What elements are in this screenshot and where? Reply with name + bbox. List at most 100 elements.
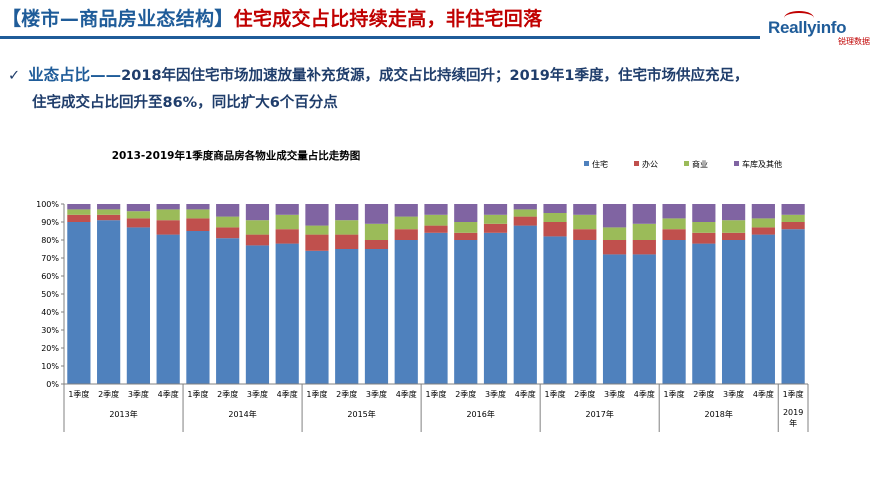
bar-segment: [781, 222, 805, 230]
bar-segment: [216, 227, 240, 239]
group-label: 2017年: [586, 409, 614, 419]
bar-segment: [454, 240, 478, 384]
x-tick-label: 3季度: [247, 389, 268, 399]
x-tick-label: 1季度: [664, 389, 685, 399]
bar-segment: [751, 204, 775, 219]
x-tick-label: 4季度: [634, 389, 655, 399]
bar-segment: [156, 209, 180, 221]
header: 【楼市—商品房业态结构】住宅成交占比持续走高，非住宅回落 Reallyinfo …: [0, 0, 876, 46]
x-tick-label: 2季度: [336, 389, 357, 399]
x-tick-label: 3季度: [723, 389, 744, 399]
bar-segment: [573, 214, 597, 230]
bar-segment: [751, 218, 775, 228]
bar-segment: [721, 220, 746, 233]
group-label: 2014年: [228, 409, 256, 419]
bar-segment: [156, 220, 180, 235]
bar-segment: [692, 232, 716, 244]
bar-segment: [275, 214, 299, 230]
bar-segment: [364, 249, 389, 384]
bar-segment: [662, 229, 686, 240]
bar-segment: [573, 229, 597, 240]
x-tick-label: 1季度: [68, 389, 89, 399]
x-tick-label: 1季度: [544, 389, 565, 399]
bar-segment: [513, 216, 537, 226]
legend-swatch: [684, 161, 689, 166]
bar-segment: [573, 240, 597, 384]
title-divider: [0, 36, 760, 39]
bar-segment: [662, 240, 686, 384]
x-tick-label: 4季度: [515, 389, 536, 399]
legend-label: 办公: [642, 159, 658, 169]
y-tick-label: 100%: [36, 200, 59, 209]
bar-segment: [394, 240, 418, 384]
logo-swoosh-icon: [784, 11, 814, 25]
bar-segment: [483, 223, 508, 233]
x-tick-label: 3季度: [366, 389, 387, 399]
bar-segment: [97, 214, 121, 221]
bar-segment: [692, 222, 716, 233]
bar-segment: [97, 220, 121, 384]
bar-segment: [364, 204, 389, 224]
bar-segment: [751, 234, 775, 384]
bar-segment: [126, 204, 151, 212]
x-tick-label: 3季度: [485, 389, 506, 399]
y-tick-label: 90%: [41, 218, 59, 227]
title-headline: 住宅成交占比持续走高，非住宅回落: [233, 8, 543, 30]
bar-segment: [156, 234, 180, 384]
bar-segment: [781, 229, 805, 384]
logo-brand-text: Reallyinfo: [768, 18, 847, 37]
x-tick-label: 2季度: [693, 389, 714, 399]
bar-segment: [126, 227, 151, 384]
summary-bullet: ✓ 业态占比——2018年因住宅市场加速放量补充货源，成交占比持续回升；2019年…: [8, 62, 868, 117]
bar-segment: [602, 204, 627, 228]
x-tick-label: 2季度: [455, 389, 476, 399]
brand-logo: Reallyinfo 锐理数据: [768, 11, 874, 46]
bar-segment: [632, 204, 656, 224]
legend-swatch: [734, 161, 739, 166]
legend-swatch: [584, 161, 589, 166]
bar-segment: [424, 214, 448, 226]
bar-segment: [454, 204, 478, 222]
bar-segment: [513, 209, 537, 217]
bar-segment: [275, 243, 299, 384]
bar-segment: [513, 225, 537, 384]
x-tick-label: 1季度: [306, 389, 327, 399]
page-title: 【楼市—商品房业态结构】住宅成交占比持续走高，非住宅回落: [2, 4, 542, 31]
bar-segment: [67, 209, 91, 215]
bar-segment: [543, 204, 567, 213]
bar-segment: [216, 216, 240, 228]
bar-segment: [335, 249, 359, 384]
bar-segment: [394, 216, 418, 230]
chart-legend: 住宅 办公 商业 车库及其他: [584, 159, 782, 169]
bar-segment: [721, 240, 746, 384]
bullet-lead: 业态占比——: [28, 66, 122, 84]
bar-segment: [305, 250, 329, 384]
bar-segment: [126, 218, 151, 228]
bar-segment: [126, 211, 151, 219]
legend-label: 商业: [692, 159, 708, 169]
bar-segment: [424, 232, 448, 384]
legend-label: 车库及其他: [742, 159, 782, 169]
x-axis: 1季度 2季度 3季度 4季度 1季度 2季度 3季度 4季度 1季度 2季度 3季度 4季度 1季度 2…: [63, 383, 809, 432]
bar-segment: [573, 204, 597, 215]
x-tick-label: 1季度: [783, 389, 804, 399]
bar-segment: [424, 204, 448, 215]
check-icon: ✓: [8, 68, 21, 84]
bar-segment: [67, 214, 91, 222]
bar-segment: [632, 240, 656, 255]
bar-segment: [602, 254, 627, 384]
bar-segment: [483, 232, 508, 384]
bar-segment: [245, 245, 270, 384]
x-tick-label: 1季度: [425, 389, 446, 399]
bar-segment: [454, 232, 478, 240]
bar-segment: [781, 204, 805, 215]
bar-segment: [454, 222, 478, 233]
bar-segment: [186, 218, 210, 231]
x-tick-label: 1季度: [187, 389, 208, 399]
legend-swatch: [634, 161, 639, 166]
bar-segment: [305, 225, 329, 235]
bar-segment: [364, 223, 389, 240]
bar-segment: [721, 204, 746, 221]
bar-segment: [424, 225, 448, 233]
bar-segment: [216, 204, 240, 217]
